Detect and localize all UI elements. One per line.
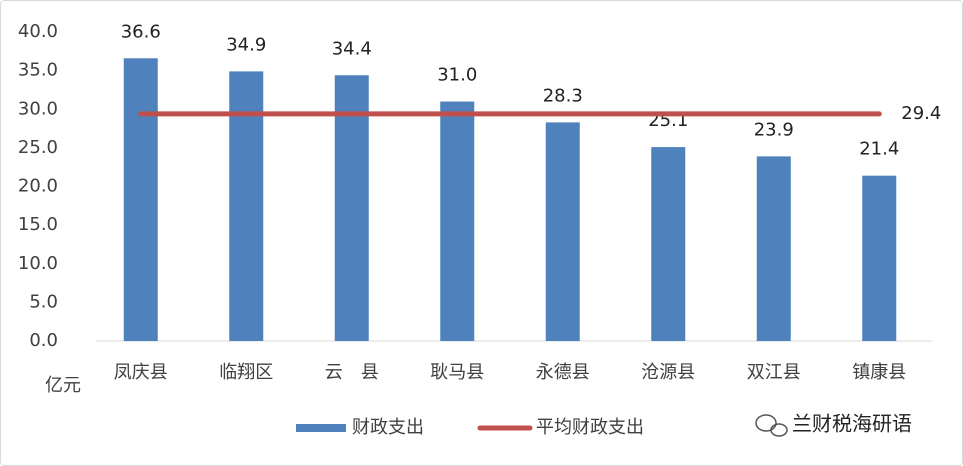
value-label: 21.4 — [859, 139, 899, 160]
bar — [651, 147, 686, 341]
y-tick-label: 30.0 — [18, 98, 58, 119]
value-label: 31.0 — [437, 65, 477, 86]
x-tick-label: 沧源县 — [641, 362, 695, 383]
watermark-icon — [755, 414, 788, 437]
x-tick-label: 永德县 — [536, 362, 590, 383]
value-label: 29.4 — [901, 103, 941, 124]
y-tick-label: 20.0 — [18, 176, 58, 197]
y-tick-label: 35.0 — [18, 60, 58, 81]
x-tick-label: 临翔区 — [219, 362, 273, 383]
y-tick-label: 0.0 — [29, 330, 58, 351]
bar — [440, 101, 475, 342]
x-tick-label: 镇康县 — [852, 362, 906, 383]
x-tick-label: 耿马县 — [430, 362, 484, 383]
value-label: 36.6 — [121, 21, 161, 42]
value-label: 23.9 — [754, 119, 794, 140]
value-label: 34.9 — [226, 34, 266, 55]
bar — [862, 175, 897, 341]
y-tick-label: 25.0 — [18, 137, 58, 158]
y-tick-label: 5.0 — [29, 291, 58, 312]
legend-label: 财政支出 — [352, 417, 424, 438]
x-tick-label: 凤庆县 — [114, 362, 168, 383]
bar — [545, 122, 580, 341]
y-tick-label: 40.0 — [18, 21, 58, 42]
y-tick-label: 15.0 — [18, 214, 58, 235]
x-tick-label: 双江县 — [747, 362, 801, 383]
watermark: 兰财税海研语 — [792, 412, 912, 436]
bar — [756, 156, 791, 341]
x-tick-label: 云 县 — [325, 362, 379, 383]
bar — [334, 75, 369, 341]
legend-label: 平均财政支出 — [536, 417, 644, 438]
value-label: 28.3 — [543, 85, 583, 106]
y-unit: 亿元 — [45, 375, 81, 396]
y-tick-label: 10.0 — [18, 253, 58, 274]
value-label: 34.4 — [332, 38, 372, 59]
bar — [123, 58, 158, 341]
